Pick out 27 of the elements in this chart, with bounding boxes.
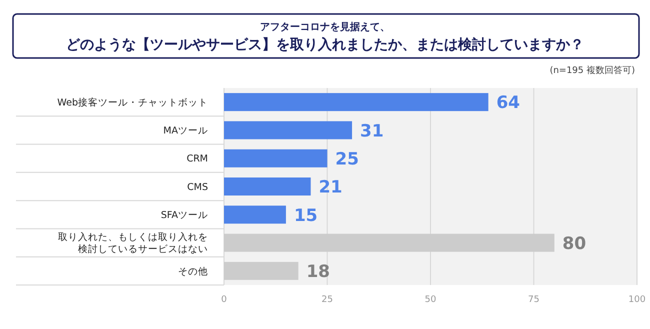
data-label: 15 bbox=[294, 206, 318, 226]
bar bbox=[224, 93, 488, 112]
chart-subtitle: アフターコロナを見据えて、 bbox=[260, 21, 390, 33]
y-tick-label: SFAツール bbox=[160, 210, 208, 221]
y-tick-label: Web接客ツール・チャットボット bbox=[57, 96, 208, 108]
y-tick-label: 取り入れた、もしくは取り入れを検討しているサービスはない bbox=[58, 231, 208, 256]
y-tick-label: CMS bbox=[187, 182, 208, 193]
data-label: 21 bbox=[318, 178, 342, 198]
bar bbox=[224, 206, 286, 224]
data-label: 18 bbox=[306, 262, 330, 282]
data-label: 25 bbox=[335, 149, 359, 170]
text: (n=195 複数回答可) bbox=[550, 65, 635, 76]
data-label: 31 bbox=[360, 121, 384, 142]
bar bbox=[224, 121, 352, 140]
chart-title: どのような【ツールやサービス】を取り入れましたか、または検討していますか？ bbox=[66, 37, 584, 53]
data-label: 64 bbox=[496, 93, 520, 114]
x-tick-label: 0 bbox=[221, 295, 228, 305]
bar bbox=[224, 177, 311, 196]
x-tick-label: 100 bbox=[628, 295, 646, 305]
y-tick-label: CRM bbox=[186, 154, 208, 165]
y-tick-label: MAツール bbox=[163, 126, 208, 137]
y-tick-label: その他 bbox=[178, 265, 208, 278]
bar bbox=[224, 149, 328, 168]
x-tick-label: 25 bbox=[322, 295, 333, 305]
data-label: 80 bbox=[562, 234, 586, 254]
x-tick-label: 50 bbox=[424, 295, 436, 305]
x-tick-label: 75 bbox=[528, 295, 540, 305]
